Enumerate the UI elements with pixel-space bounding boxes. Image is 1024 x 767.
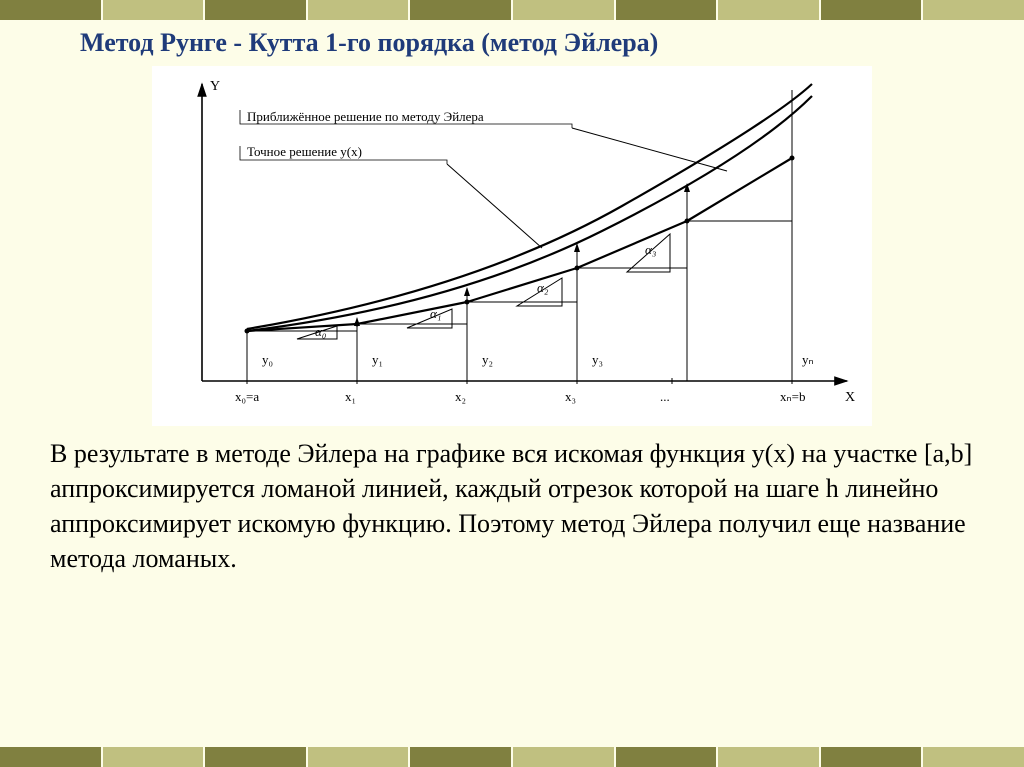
chart-svg: Y Xx₀=a x₁ x₂ x₃... xₙ=b y₀ y₁ y₂ y₃ yₙ α₀ α₁ α₂ α₃ При… (152, 66, 872, 426)
svg-text:yₙ: yₙ (802, 352, 814, 367)
svg-text:α₂: α₂ (537, 280, 549, 295)
svg-text:α₀: α₀ (315, 324, 326, 339)
svg-text:Точное решение y(x): Точное решение y(x) (247, 144, 362, 159)
svg-text:y₂: y₂ (482, 352, 493, 367)
svg-text:Приближённое решение по методу: Приближённое решение по методу Эйлера (247, 109, 484, 124)
top-decorative-border (0, 0, 1024, 20)
slide-body-text: В результате в методе Эйлера на графике … (50, 436, 974, 576)
svg-text:x₀=a: x₀=a (235, 389, 259, 404)
svg-text:α₃: α₃ (645, 242, 656, 257)
svg-text:...: ... (660, 389, 670, 404)
svg-text:xₙ=b: xₙ=b (780, 389, 806, 404)
svg-text:y₁: y₁ (372, 352, 383, 367)
svg-text:x₃: x₃ (565, 389, 576, 404)
svg-text:Y: Y (210, 79, 220, 94)
svg-text:α₁: α₁ (430, 306, 441, 321)
slide-title: Метод Рунге - Кутта 1-го порядка (метод … (80, 28, 984, 58)
svg-text:X: X (845, 390, 855, 405)
euler-method-chart: Y Xx₀=a x₁ x₂ x₃... xₙ=b y₀ y₁ y₂ y₃ yₙ α₀ α₁ α₂ α₃ При… (152, 66, 872, 426)
svg-text:x₂: x₂ (455, 389, 466, 404)
svg-text:y₀: y₀ (262, 352, 273, 367)
svg-text:y₃: y₃ (592, 352, 603, 367)
svg-text:x₁: x₁ (345, 389, 356, 404)
slide-content: Метод Рунге - Кутта 1-го порядка (метод … (0, 20, 1024, 576)
bottom-decorative-border (0, 747, 1024, 767)
